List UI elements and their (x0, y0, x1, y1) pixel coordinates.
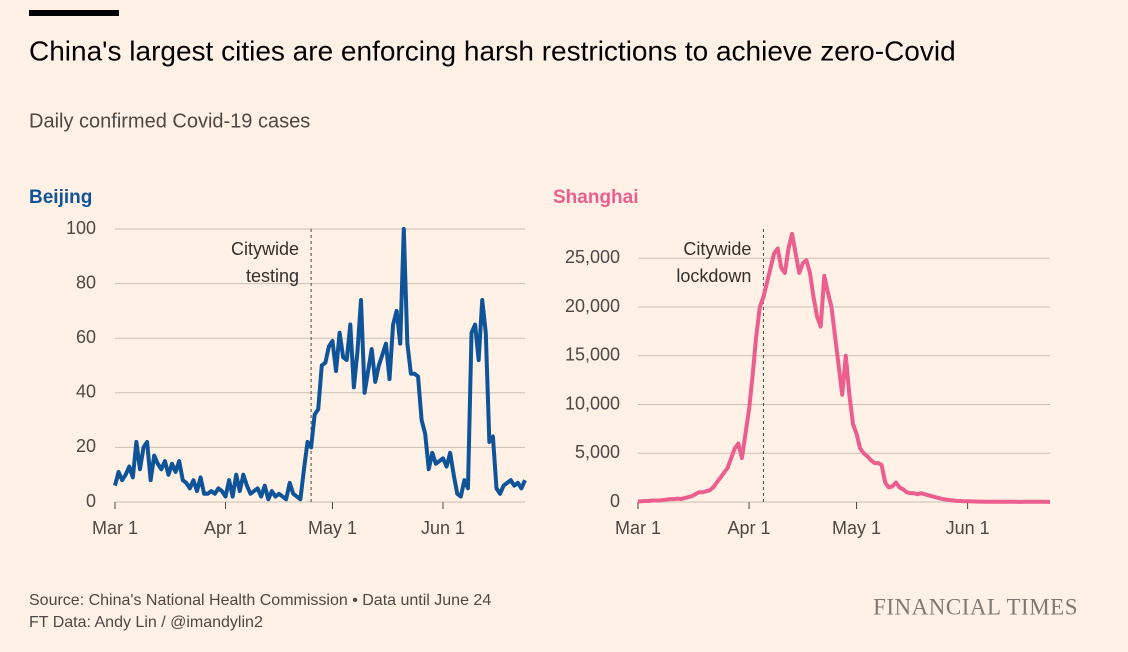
annotation-text: Citywide (683, 239, 751, 259)
y-tick-label: 60 (76, 327, 96, 347)
x-tick-label: Jun 1 (421, 518, 465, 538)
source: Source: China's National Health Commissi… (29, 592, 491, 609)
x-tick-label: Jun 1 (946, 518, 990, 538)
y-tick-label: 100 (66, 218, 96, 238)
y-tick-label: 20 (76, 436, 96, 456)
brand: FINANCIAL TIMES (873, 594, 1078, 619)
y-tick-label: 0 (610, 491, 620, 511)
brand-bar (29, 10, 119, 16)
y-tick-label: 20,000 (565, 296, 620, 316)
title: China's largest cities are enforcing har… (29, 35, 956, 66)
credit: FT Data: Andy Lin / @imandylin2 (29, 614, 263, 631)
x-tick-label: Apr 1 (728, 518, 771, 538)
y-tick-label: 80 (76, 272, 96, 292)
y-tick-label: 10,000 (565, 393, 620, 413)
y-tick-label: 25,000 (565, 247, 620, 267)
data-line (113, 227, 527, 502)
annotation-text: lockdown (676, 266, 751, 286)
x-tick-label: Apr 1 (204, 518, 247, 538)
panel-title: Beijing (29, 187, 92, 208)
subtitle: Daily confirmed Covid-19 cases (29, 110, 310, 132)
x-tick-label: May 1 (832, 518, 881, 538)
x-tick-label: Mar 1 (615, 518, 661, 538)
x-tick-label: May 1 (308, 518, 357, 538)
y-tick-label: 40 (76, 382, 96, 402)
annotation-text: Citywide (231, 239, 299, 259)
data-line (637, 231, 1050, 504)
panel-title: Shanghai (553, 187, 639, 208)
y-tick-label: 0 (86, 491, 96, 511)
y-tick-label: 5,000 (575, 442, 620, 462)
x-tick-label: Mar 1 (92, 518, 138, 538)
annotation-text: testing (246, 266, 299, 286)
y-tick-label: 15,000 (565, 345, 620, 365)
